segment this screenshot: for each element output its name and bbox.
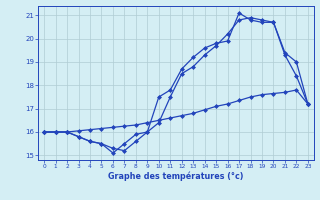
X-axis label: Graphe des températures (°c): Graphe des températures (°c) <box>108 172 244 181</box>
